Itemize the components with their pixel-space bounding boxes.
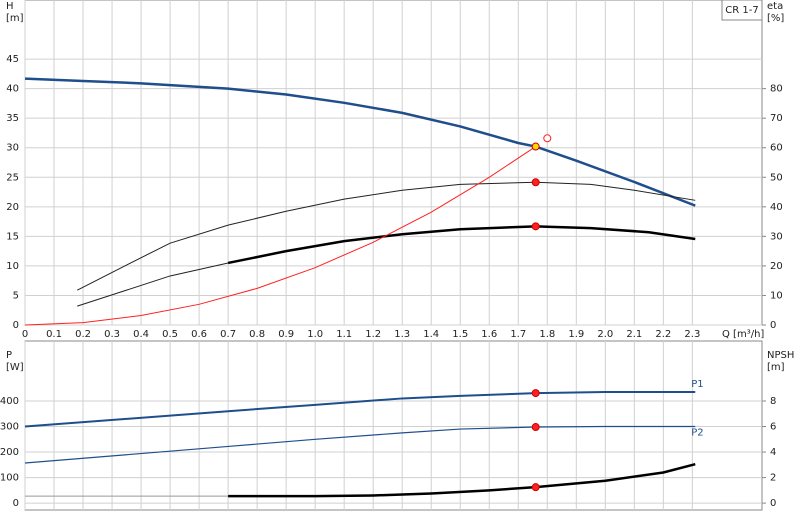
y2-tick-label: 60 (770, 143, 783, 154)
y2-tick-label: 0 (770, 320, 776, 331)
y2-tick-label: 0 (770, 498, 776, 509)
y2-tick-label: 30 (770, 231, 783, 242)
x-tick-label: 1.2 (365, 329, 381, 340)
x-tick-label: 2.0 (597, 329, 613, 340)
y2-tick-label: 70 (770, 113, 783, 124)
x-tick-label: 0.6 (191, 329, 207, 340)
operating-point (531, 222, 540, 231)
x-axis-label: Q [m³/h] (722, 329, 764, 340)
x-tick-label: 0.7 (220, 329, 236, 340)
y-axis-label: H (6, 1, 14, 12)
series-line (77, 262, 229, 307)
operating-point (543, 134, 552, 143)
y-tick-label: 300 (0, 422, 19, 433)
y-axis-label: P (6, 350, 12, 361)
y2-axis-label: NPSH (767, 350, 794, 361)
y-tick-label: 0 (13, 498, 19, 509)
y-axis-label: [m] (6, 13, 24, 24)
y2-axis-label: eta (767, 1, 783, 12)
x-tick-label: 0.2 (75, 329, 91, 340)
y2-tick-label: 20 (770, 261, 783, 272)
y-axis-label: [W] (6, 362, 24, 373)
x-tick-label: 1.5 (452, 329, 468, 340)
y-tick-label: 0 (13, 320, 19, 331)
x-tick-label: 1.6 (481, 329, 497, 340)
y-tick-label: 200 (0, 447, 19, 458)
y2-tick-label: 4 (770, 447, 776, 458)
y-tick-label: 15 (6, 231, 19, 242)
y-tick-label: 40 (6, 84, 19, 95)
x-tick-label: 2.1 (626, 329, 642, 340)
y2-tick-label: 2 (770, 473, 776, 484)
y-tick-label: 10 (6, 261, 19, 272)
plot-frame (24, 0, 763, 326)
plot-frame (24, 340, 763, 511)
y2-axis-label: [m] (767, 362, 785, 373)
x-tick-label: 0.1 (46, 329, 62, 340)
x-tick-label: 1.4 (423, 329, 439, 340)
x-tick-label: 1.7 (510, 329, 526, 340)
y2-tick-label: 80 (770, 84, 783, 95)
label-box-text: CR 1-7 (725, 5, 758, 16)
series-label: P1 (691, 379, 703, 390)
y2-axis-label: [%] (767, 13, 784, 24)
series-line (228, 462, 696, 498)
series-line (24, 77, 696, 207)
x-tick-label: 1.0 (307, 329, 323, 340)
series-line (24, 425, 696, 464)
operating-point (531, 142, 540, 151)
y-tick-label: 45 (6, 54, 19, 65)
y2-tick-label: 8 (770, 396, 776, 407)
series-label: P2 (691, 428, 703, 439)
operating-point (531, 483, 540, 492)
series-line (227, 225, 696, 265)
y-tick-label: 20 (6, 202, 19, 213)
x-tick-label: 2.3 (684, 329, 700, 340)
x-tick-label: 0.4 (133, 329, 149, 340)
series-line (24, 146, 536, 326)
y2-tick-label: 50 (770, 172, 783, 183)
x-tick-label: 0.9 (278, 329, 294, 340)
operating-point (531, 423, 540, 432)
y2-tick-label: 40 (770, 202, 783, 213)
x-tick-label: 0.3 (104, 329, 120, 340)
x-tick-label: 1.8 (539, 329, 555, 340)
y-tick-label: 400 (0, 396, 19, 407)
operating-point (531, 389, 540, 398)
y2-tick-label: 6 (770, 422, 776, 433)
y-tick-label: 5 (13, 290, 19, 301)
label-box (721, 0, 763, 21)
series-line (77, 181, 696, 291)
x-tick-label: 1.9 (568, 329, 584, 340)
x-tick-label: 0.5 (162, 329, 178, 340)
operating-point (531, 178, 540, 187)
x-tick-label: 0 (22, 329, 28, 340)
series-line (24, 391, 696, 428)
y2-tick-label: 10 (770, 290, 783, 301)
y-tick-label: 35 (6, 113, 19, 124)
y-tick-label: 25 (6, 172, 19, 183)
x-tick-label: 2.2 (655, 329, 671, 340)
x-tick-label: 1.1 (336, 329, 352, 340)
y-tick-label: 100 (0, 473, 19, 484)
x-tick-label: 0.8 (249, 329, 265, 340)
x-tick-label: 1.3 (394, 329, 410, 340)
y-tick-label: 30 (6, 143, 19, 154)
